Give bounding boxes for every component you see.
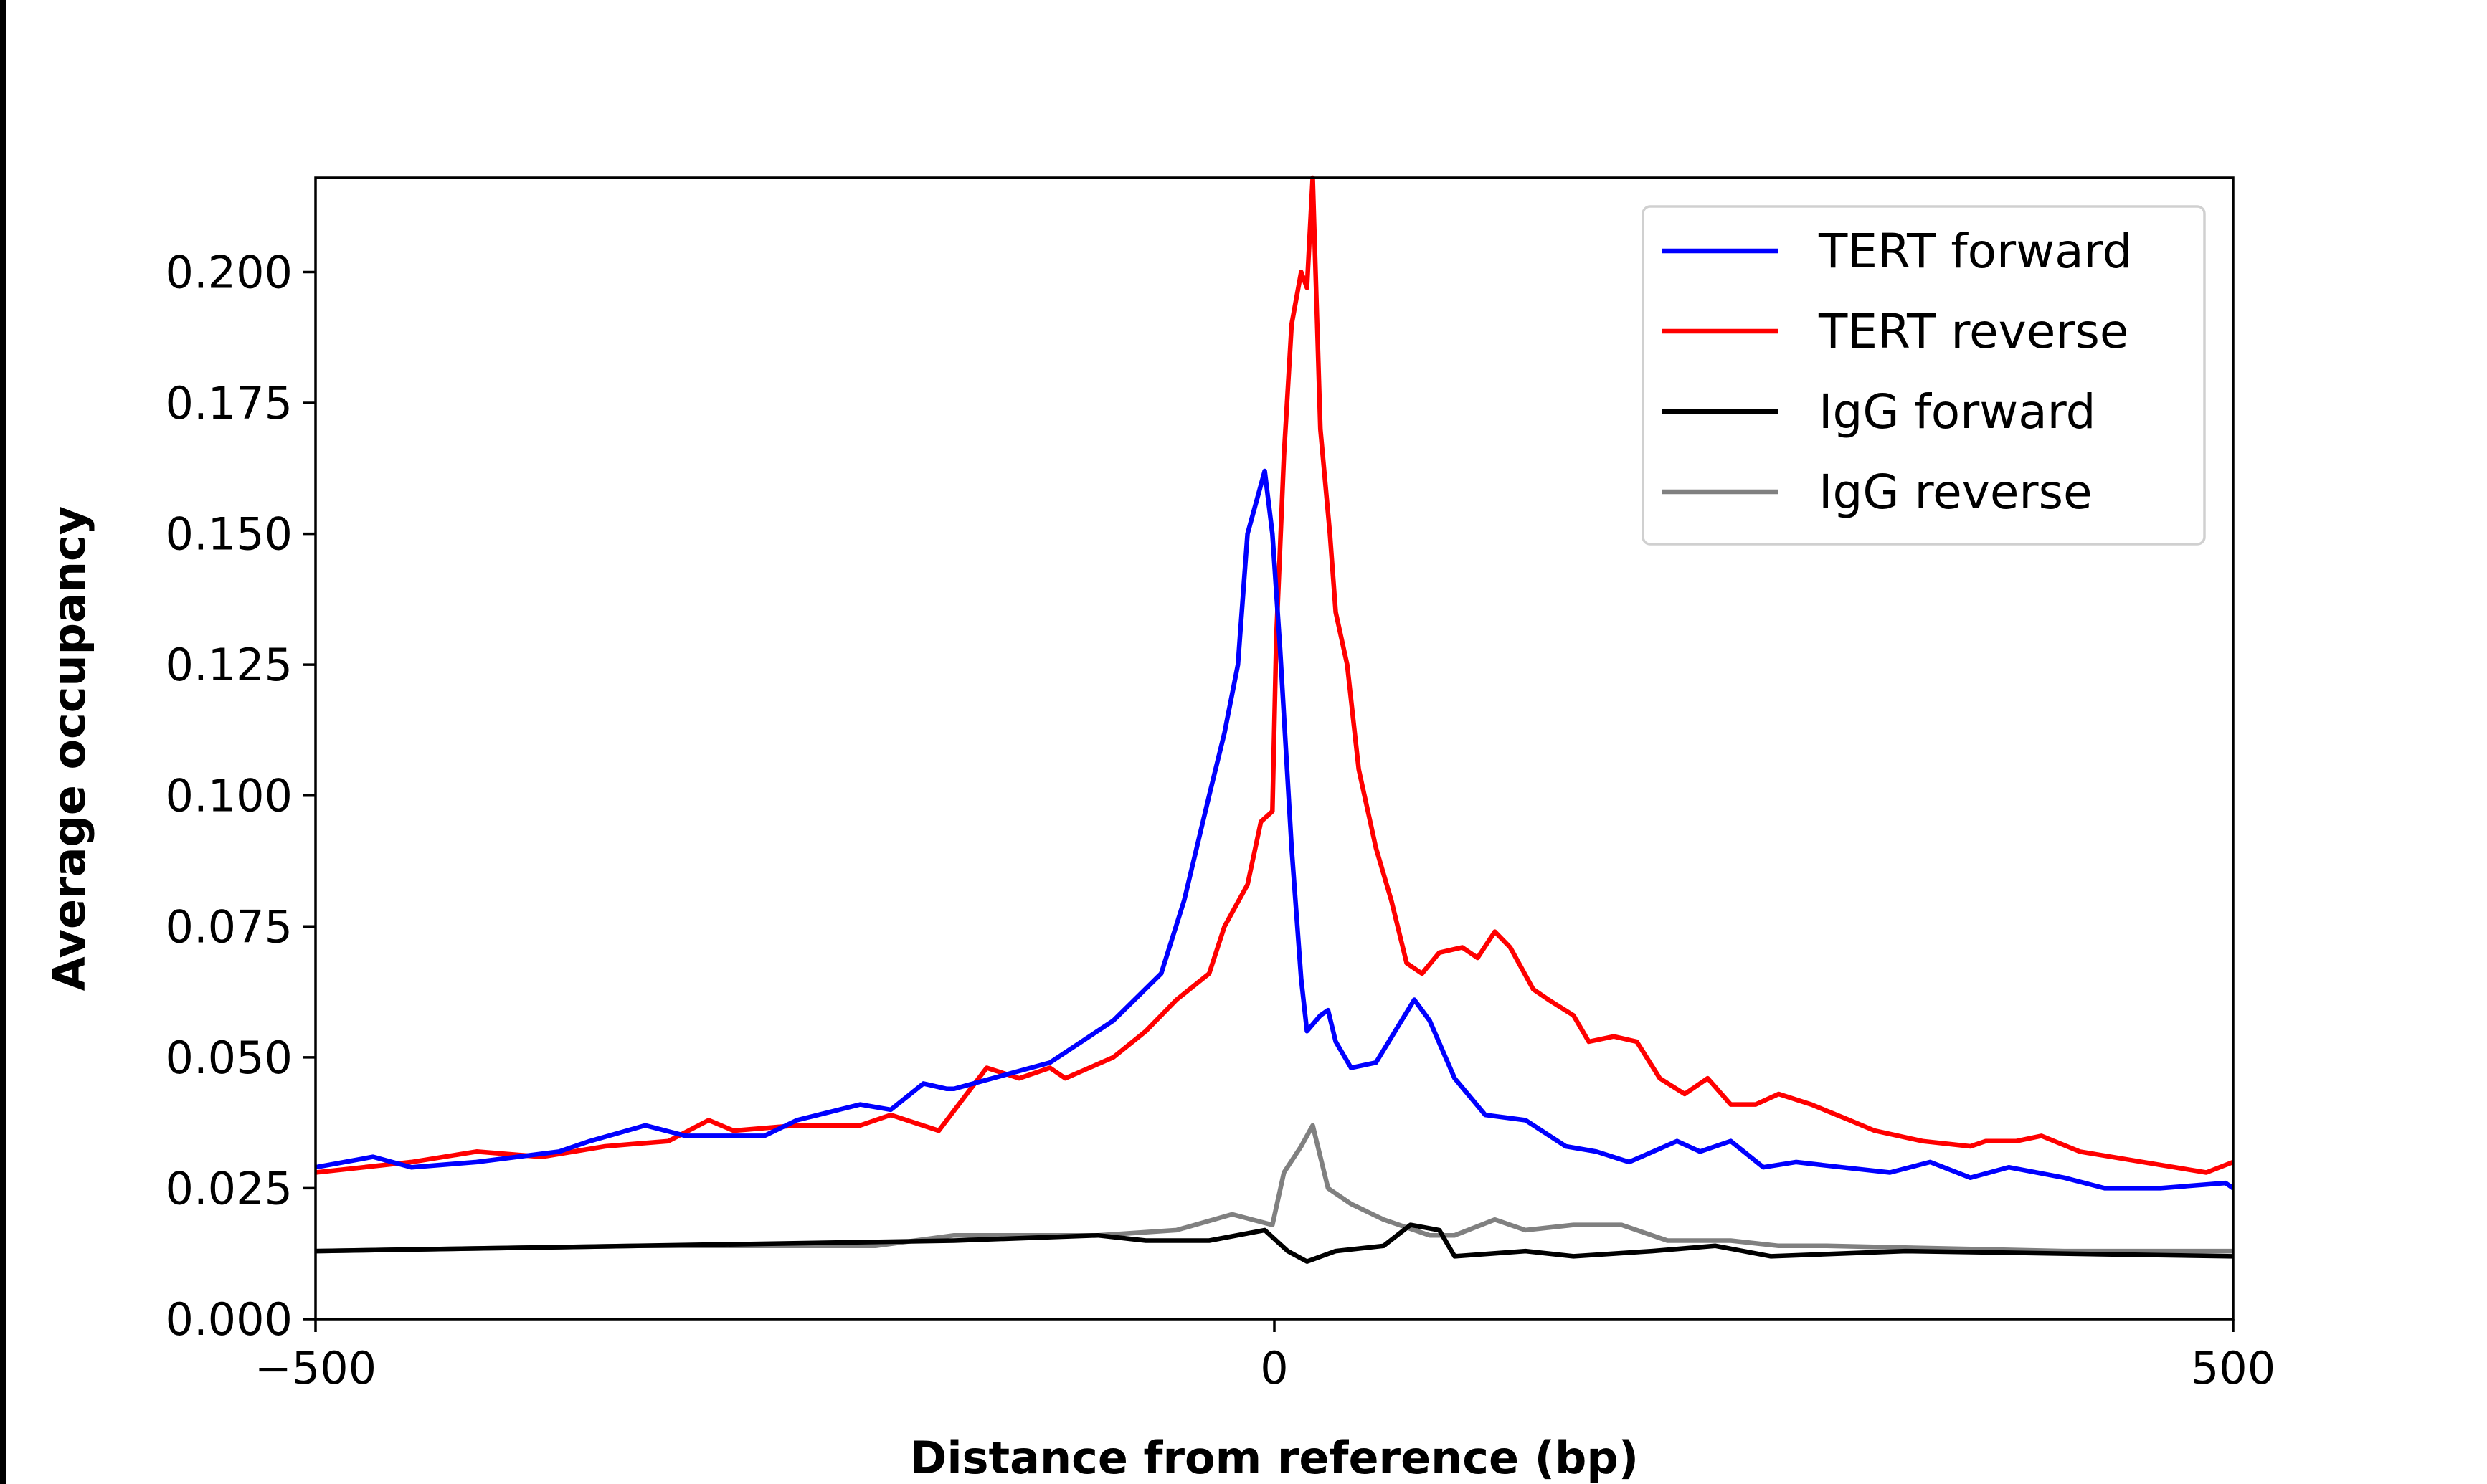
y-tick-label: 0.200 [166,246,293,298]
x-axis-label: Distance from reference (bp) [910,1432,1639,1484]
y-axis-label: Average occupancy [43,506,95,991]
series-line-tert-forward [315,468,2235,1191]
legend-label: IgG reverse [1819,465,2093,520]
series-line-tert-reverse [315,175,2235,1175]
legend-label: TERT reverse [1818,304,2128,359]
series-line-igg-forward [315,1222,2234,1264]
legend-item: IgG forward [1662,384,2096,439]
y-tick-label: 0.150 [166,508,293,561]
x-axis: −500 0 500 [255,1319,2275,1394]
legend-item: IgG reverse [1662,465,2093,520]
y-tick-label: 0.075 [166,900,293,953]
legend-box [1642,205,2206,546]
left-border [0,0,6,1484]
legend-item: TERT reverse [1662,304,2128,359]
y-tick-label: 0.175 [166,377,293,429]
legend-item: TERT forward [1662,224,2132,279]
legend-label: TERT forward [1818,224,2132,279]
y-tick-label: 0.050 [166,1032,293,1084]
y-tick-label: 0.100 [166,770,293,822]
legend: TERT forward TERT reverse IgG forward IgG r… [1642,205,2206,546]
legend-label: IgG forward [1819,384,2096,439]
series-layer [315,175,2235,1264]
x-tick-label: 500 [2191,1342,2275,1394]
y-tick-label: 0.025 [166,1162,293,1214]
y-tick-label: 0.125 [166,639,293,691]
y-axis: 0.000 0.025 0.050 0.075 0.100 0.125 0.150 0.175… [166,246,316,1346]
y-tick-label: 0.000 [166,1293,293,1346]
x-tick-label: 0 [1260,1342,1288,1394]
x-tick-label: −500 [255,1342,376,1394]
